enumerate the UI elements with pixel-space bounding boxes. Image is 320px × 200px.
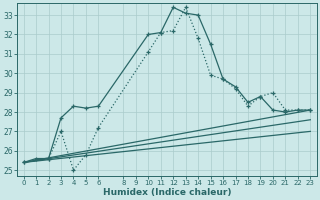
X-axis label: Humidex (Indice chaleur): Humidex (Indice chaleur) bbox=[103, 188, 231, 197]
